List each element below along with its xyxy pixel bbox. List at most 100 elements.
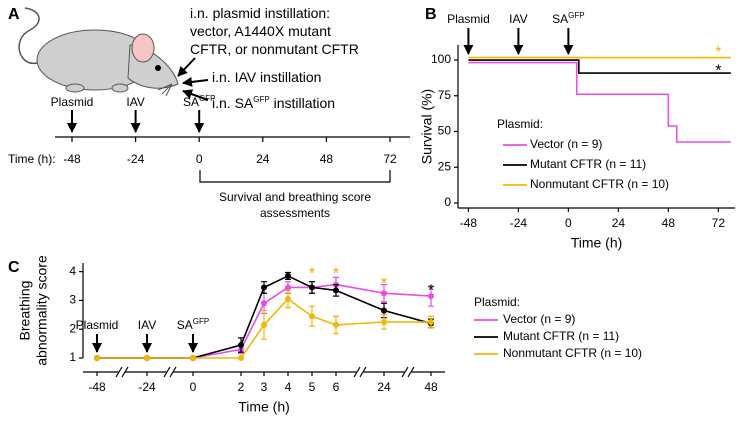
x-tick-label: 5 <box>309 380 316 394</box>
instillation-note-after: instillation <box>270 95 335 111</box>
legend-title: Plasmid: <box>497 117 543 131</box>
data-point <box>285 284 291 291</box>
time-label: Time (h): <box>8 152 56 166</box>
timeline-tick-label: 48 <box>320 152 334 166</box>
y-axis-label: Survival (%) <box>419 89 435 164</box>
survival-line <box>468 59 731 74</box>
instillation-note-text: CFTR, or nonmutant CFTR <box>190 41 359 57</box>
timeline-tick-label: -48 <box>63 152 81 166</box>
legend-label: Nonmutant CFTR (n = 10) <box>530 177 669 191</box>
data-point <box>381 319 387 326</box>
axis-break <box>163 366 177 378</box>
x-axis-label: Time (h) <box>238 399 290 415</box>
event-label: IAV <box>138 318 156 332</box>
instillation-note: i.n. SAGFP instillation <box>212 95 335 111</box>
y-tick-label: 75 <box>438 88 452 102</box>
timeline-tick-label: -24 <box>127 152 145 166</box>
x-tick-label: 24 <box>377 380 391 394</box>
panel-label: B <box>425 6 437 23</box>
event-label-text: Plasmid <box>76 318 119 332</box>
y-tick-label: 1 <box>69 350 76 364</box>
instillation-note-text: vector, A1440X mutant <box>190 23 331 39</box>
timeline-tick-label: 24 <box>256 152 270 166</box>
event-label: SAGFP <box>183 94 215 110</box>
significance-mark: * <box>715 62 721 79</box>
instillation-note-text: i.n. IAV instillation <box>212 69 321 85</box>
x-tick-label: 3 <box>261 380 268 394</box>
data-point <box>428 293 434 300</box>
survival-line <box>468 61 731 143</box>
legend-title: Plasmid: <box>474 295 520 309</box>
data-point <box>94 355 100 361</box>
event-label: IAV <box>126 95 144 109</box>
event-label: Plasmid <box>76 318 119 332</box>
mouse-illustration <box>18 7 209 101</box>
x-tick-label: 48 <box>424 380 438 394</box>
y-axis-label: Breathing <box>17 281 33 341</box>
data-point <box>333 321 339 328</box>
x-tick-label: 0 <box>565 216 572 230</box>
event-label-text: Plasmid <box>447 12 490 26</box>
data-point <box>261 300 267 307</box>
data-point <box>381 307 387 314</box>
y-tick-label: 50 <box>438 124 452 138</box>
x-tick-label: 24 <box>612 216 626 230</box>
y-axis-label: abnormality score <box>34 255 50 366</box>
panel-label: A <box>8 6 20 23</box>
x-tick-label: 2 <box>238 380 245 394</box>
event-label: IAV <box>509 12 527 26</box>
y-tick-label: 0 <box>444 195 451 209</box>
data-point <box>190 355 196 361</box>
y-tick-label: 25 <box>438 159 452 173</box>
y-tick-label: 100 <box>431 52 451 66</box>
data-point <box>381 290 387 297</box>
axis-break <box>115 366 129 378</box>
x-tick-label: -48 <box>88 380 106 394</box>
panel-label: C <box>8 259 20 276</box>
data-point <box>238 355 244 361</box>
event-label-text: SA <box>552 12 568 26</box>
bracket-label: assessments <box>260 206 330 220</box>
x-tick-label: -24 <box>138 380 156 394</box>
legend-label: Mutant CFTR (n = 11) <box>530 157 646 171</box>
event-label-text: IAV <box>138 318 156 332</box>
event-label-text: IAV <box>126 95 144 109</box>
bracket-label: Survival and breathing score <box>219 190 371 204</box>
event-label-sup: GFP <box>193 317 209 326</box>
data-point <box>261 321 267 328</box>
y-tick-label: 2 <box>69 321 76 335</box>
legend-label: Vector (n = 9) <box>503 312 575 326</box>
instillation-note: vector, A1440X mutant <box>190 23 331 39</box>
x-tick-label: -24 <box>510 216 528 230</box>
event-label: Plasmid <box>51 95 94 109</box>
significance-mark: * <box>333 265 339 282</box>
instillation-note-sup: GFP <box>253 95 269 104</box>
data-point <box>428 319 434 326</box>
timeline-tick-label: 0 <box>196 152 203 166</box>
event-label: SAGFP <box>177 317 209 333</box>
axis-break <box>353 366 367 378</box>
x-tick-label: 4 <box>285 380 292 394</box>
data-point <box>285 272 291 279</box>
event-label-sup: GFP <box>199 94 215 103</box>
significance-mark: * <box>381 275 387 292</box>
timeline-tick-label: 72 <box>383 152 397 166</box>
significance-mark: * <box>428 283 434 300</box>
instillation-note: CFTR, or nonmutant CFTR <box>190 41 359 57</box>
axis-break <box>401 366 415 378</box>
data-point <box>309 313 315 320</box>
data-point <box>261 284 267 291</box>
event-label: Plasmid <box>447 12 490 26</box>
timeline <box>55 136 410 183</box>
x-axis-label: Time (h) <box>571 235 623 251</box>
legend-label: Vector (n = 9) <box>530 137 602 151</box>
event-label-text: SA <box>177 318 193 332</box>
instillation-note-text: i.n. SA <box>212 95 254 111</box>
x-tick-label: 6 <box>333 380 340 394</box>
y-tick-label: 4 <box>69 264 76 278</box>
legend-label: Nonmutant CFTR (n = 10) <box>503 346 642 360</box>
legend-label: Mutant CFTR (n = 11) <box>503 329 619 343</box>
x-tick-label: -48 <box>460 216 478 230</box>
significance-mark: * <box>715 44 721 61</box>
